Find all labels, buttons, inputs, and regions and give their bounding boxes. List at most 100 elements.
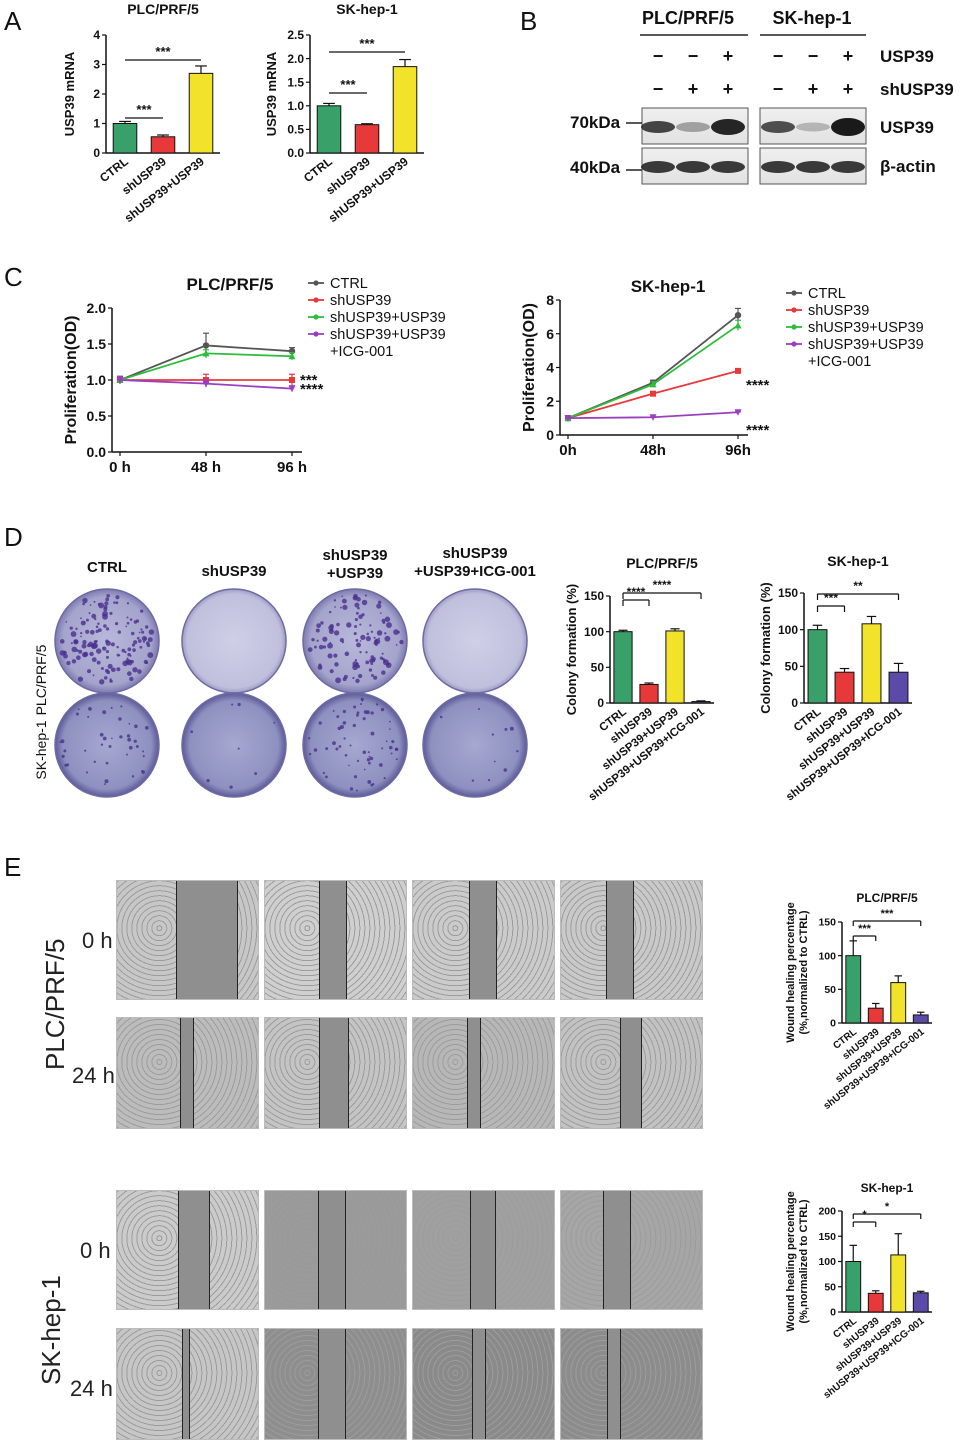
colony-dot — [335, 677, 342, 684]
colony-dot — [93, 640, 97, 644]
wound-image — [560, 1328, 703, 1440]
colony-header-icg-b: +USP39+ICG-001 — [414, 563, 536, 580]
colony-dot — [85, 629, 90, 634]
colony-dot — [341, 641, 345, 644]
colony-dot — [365, 660, 370, 665]
colony-dot — [325, 775, 328, 779]
colony-dot — [367, 761, 371, 765]
colony-dot — [322, 771, 325, 775]
legend-label: CTRL — [330, 276, 368, 292]
colony-dot — [91, 657, 97, 663]
colony-dot — [380, 707, 385, 712]
y-tick-label: 0.0 — [87, 444, 107, 460]
colony-dot — [126, 657, 129, 660]
colony-dot — [333, 630, 340, 636]
y-tick-label: 2.0 — [87, 300, 107, 316]
sig-label: *** — [858, 923, 872, 935]
bar-shusp39-usp39-icg-001 — [912, 1014, 929, 1024]
colony-dot — [333, 599, 337, 602]
colony-dot — [128, 745, 133, 750]
blot-sign: + — [843, 79, 854, 99]
colony-dot — [356, 642, 361, 648]
colony-dot — [354, 602, 360, 608]
colony-dot — [349, 744, 352, 747]
wound-gap — [182, 1329, 191, 1439]
colony-dot — [254, 772, 258, 775]
bar-shusp39 — [150, 136, 176, 154]
colony-dot — [70, 642, 73, 645]
sig-label: *** — [881, 908, 895, 920]
legend-label: shUSP39 — [330, 293, 391, 309]
x-tick-label: 48h — [640, 442, 666, 459]
colony-dot — [103, 676, 108, 680]
colony-dot — [354, 624, 358, 628]
colony-dot — [126, 621, 130, 625]
colony-dot — [328, 610, 332, 614]
colony-dot — [93, 600, 96, 603]
y-tick-label: 0 — [830, 1018, 836, 1030]
sig-label: **** — [746, 422, 770, 439]
colony-dot — [133, 640, 138, 645]
colony-dot — [190, 730, 194, 734]
colony-dot — [118, 717, 122, 721]
wound-gap — [603, 1191, 632, 1309]
colony-dot — [391, 739, 395, 744]
bar-ctrl — [112, 123, 138, 154]
colony-dot — [355, 678, 360, 684]
x-tick-label: 0h — [559, 442, 577, 459]
colony-dot — [359, 651, 362, 654]
wound-image — [560, 1017, 703, 1129]
colony-dot — [99, 732, 104, 737]
wound-time-plc-0h: 0 h — [82, 928, 113, 953]
colony-dot — [127, 737, 132, 742]
bar-shusp39-usp39 — [665, 630, 685, 704]
y-tick-label: 2 — [546, 393, 554, 409]
colony-dot — [322, 645, 327, 649]
colony-dot — [137, 669, 142, 674]
legend-marker — [791, 290, 797, 296]
wound-gap — [620, 1018, 643, 1128]
colony-dot — [377, 600, 382, 604]
x-tick-label: 96h — [725, 442, 751, 459]
colony-dot — [383, 776, 386, 780]
colony-dot — [342, 721, 347, 725]
colony-dot — [389, 728, 391, 730]
colony-dot — [384, 635, 391, 642]
series-point — [734, 409, 742, 416]
blot-band-actin — [831, 161, 865, 173]
y-axis-label: Colony formation (%) — [758, 582, 773, 713]
y-axis-label: Proliferation(OD) — [63, 316, 80, 445]
bar-shusp39-usp39 — [861, 623, 882, 704]
colony-dot — [360, 634, 366, 641]
blot-sign: − — [688, 46, 699, 66]
wound-gap — [180, 1018, 195, 1128]
blot-cellline-skhep: SK-hep-1 — [772, 8, 851, 28]
colony-dot — [348, 764, 350, 767]
x-tick-label: 96 h — [277, 459, 307, 476]
colony-dot — [89, 651, 94, 657]
y-tick-label: 6 — [546, 326, 554, 342]
colony-dot — [359, 623, 362, 626]
wound-image — [116, 1328, 259, 1440]
legend-marker — [791, 341, 797, 347]
colony-dot — [381, 747, 384, 750]
colony-dot — [102, 646, 105, 649]
chart-title: PLC/PRF/5 — [856, 891, 918, 905]
sig-label: **** — [746, 377, 770, 394]
legend-marker — [313, 297, 319, 303]
colony-dot — [360, 703, 363, 705]
y-tick-label: 100 — [584, 625, 604, 639]
colony-dot — [63, 749, 67, 753]
colony-dot — [109, 611, 113, 615]
colony-dot — [389, 720, 391, 723]
y-axis-label: USP39 mRNA — [264, 51, 279, 136]
colony-dot — [93, 760, 96, 764]
series-point — [649, 414, 657, 421]
colony-dot — [384, 632, 387, 635]
legend-label: CTRL — [808, 286, 846, 302]
colony-dot — [102, 736, 107, 741]
colony-dot — [362, 717, 366, 721]
colony-dot — [311, 637, 315, 642]
colony-dot — [142, 755, 145, 758]
wound-gap — [178, 1191, 211, 1309]
